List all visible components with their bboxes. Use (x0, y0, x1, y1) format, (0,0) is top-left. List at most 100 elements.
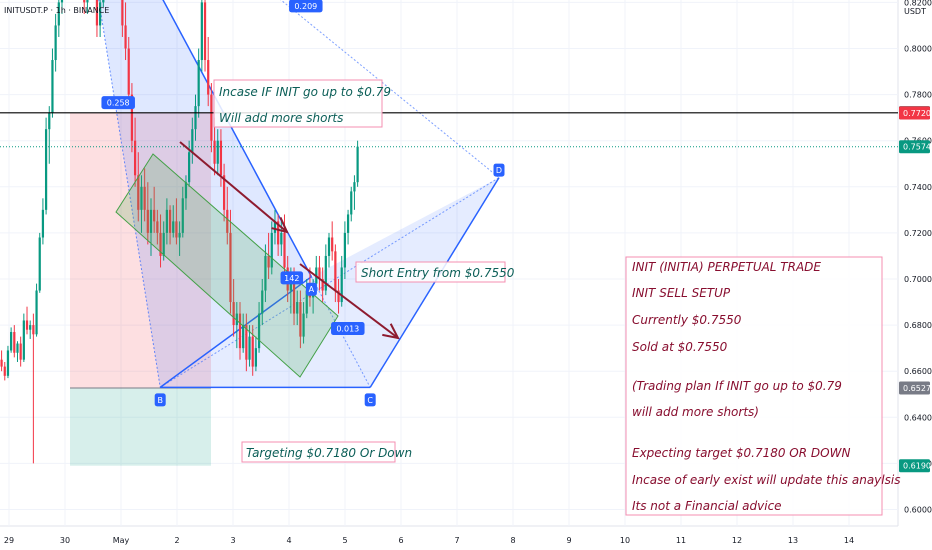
price-label-tag (899, 459, 930, 473)
candle (191, 117, 194, 164)
x-tick-label: 4 (286, 536, 291, 545)
candle (38, 232, 41, 293)
candle-body (137, 175, 140, 210)
candle-body (25, 320, 29, 330)
candle (238, 302, 242, 360)
price-label-text: 0.6190 (903, 462, 931, 471)
candle-body (296, 302, 299, 314)
candle (16, 341, 19, 362)
candle (194, 94, 197, 141)
point-tag-label: B (157, 396, 163, 405)
candle-body (99, 2, 102, 26)
candle-body (346, 214, 350, 233)
candle (140, 175, 143, 233)
candle (19, 336, 22, 367)
candle-body (216, 140, 219, 164)
candle (318, 255, 321, 291)
price-label-text: 0.7574 (903, 143, 931, 152)
candle-body (57, 2, 60, 26)
candle (124, 2, 127, 61)
candle-body (289, 279, 292, 291)
candle-body (168, 209, 172, 233)
candle-body (178, 232, 181, 238)
candle (321, 267, 324, 303)
x-tick-label: 14 (844, 536, 854, 545)
candle-body (248, 336, 251, 360)
x-tick-label: 9 (566, 536, 571, 545)
arrow-head (271, 216, 289, 234)
candle (277, 214, 280, 256)
candle (222, 163, 226, 222)
candle (334, 244, 337, 303)
candle-body (222, 175, 226, 210)
candle-body (337, 290, 340, 303)
note-box-add-shorts (213, 79, 383, 128)
candle (48, 106, 51, 164)
candle-body (318, 267, 321, 279)
candle-body (130, 94, 134, 141)
candle (181, 186, 184, 238)
candle-body (184, 182, 188, 199)
candle (331, 221, 334, 261)
bcd-area (160, 177, 499, 388)
candle (146, 182, 149, 245)
candle-body (16, 343, 19, 353)
candle-body (35, 290, 38, 335)
candle (165, 198, 168, 245)
candle (51, 48, 54, 118)
y-tick-label: 0.7200 (904, 229, 932, 238)
candle (226, 186, 229, 245)
bd-dashed (159, 177, 500, 388)
candle (22, 313, 25, 362)
candle-body (324, 255, 327, 291)
x-tick-label: 5 (342, 536, 347, 545)
green-channel (115, 153, 339, 378)
candle-body (48, 113, 51, 130)
candle (210, 83, 213, 153)
candle-body (6, 350, 10, 376)
candle (130, 83, 134, 153)
candle-body (245, 325, 248, 360)
price-axis: 0.60000.62000.64000.66000.68000.70000.72… (4, 0, 932, 545)
candle (264, 244, 267, 303)
point-tag-label: A (309, 285, 315, 294)
currency-label: USDT (904, 7, 926, 16)
candle (251, 325, 254, 376)
candle-body (194, 106, 197, 130)
drawing-overlays (0, 112, 898, 378)
candle-body (191, 129, 194, 153)
candle (137, 152, 140, 222)
candle (13, 325, 16, 358)
candle (296, 290, 299, 326)
candle-body (51, 60, 54, 114)
candle-body (232, 302, 235, 326)
y-tick-label: 0.6800 (904, 321, 932, 330)
candle-body (242, 325, 245, 349)
candle (156, 209, 159, 245)
candle-body (19, 343, 22, 360)
x-tick-label: 30 (60, 536, 70, 545)
candle-body (188, 152, 191, 183)
ratio-tag (280, 271, 304, 285)
candle (356, 140, 359, 187)
candle-body (334, 251, 337, 291)
candle (41, 198, 45, 245)
candle (270, 221, 273, 275)
x-tick-label: May (113, 536, 130, 545)
candle (127, 36, 130, 107)
x-tick-label: 10 (620, 536, 630, 545)
candle-body (153, 209, 156, 222)
candle (57, 0, 60, 37)
candle-body (210, 94, 213, 141)
candle (159, 214, 162, 268)
candle (346, 209, 350, 245)
candle-body (156, 221, 159, 233)
candle-body (251, 336, 254, 367)
candle (32, 313, 35, 464)
candle-body (32, 325, 35, 335)
ratio-tag (289, 0, 323, 13)
price-label-tag (899, 106, 930, 120)
x-tick-label: 3 (230, 536, 235, 545)
